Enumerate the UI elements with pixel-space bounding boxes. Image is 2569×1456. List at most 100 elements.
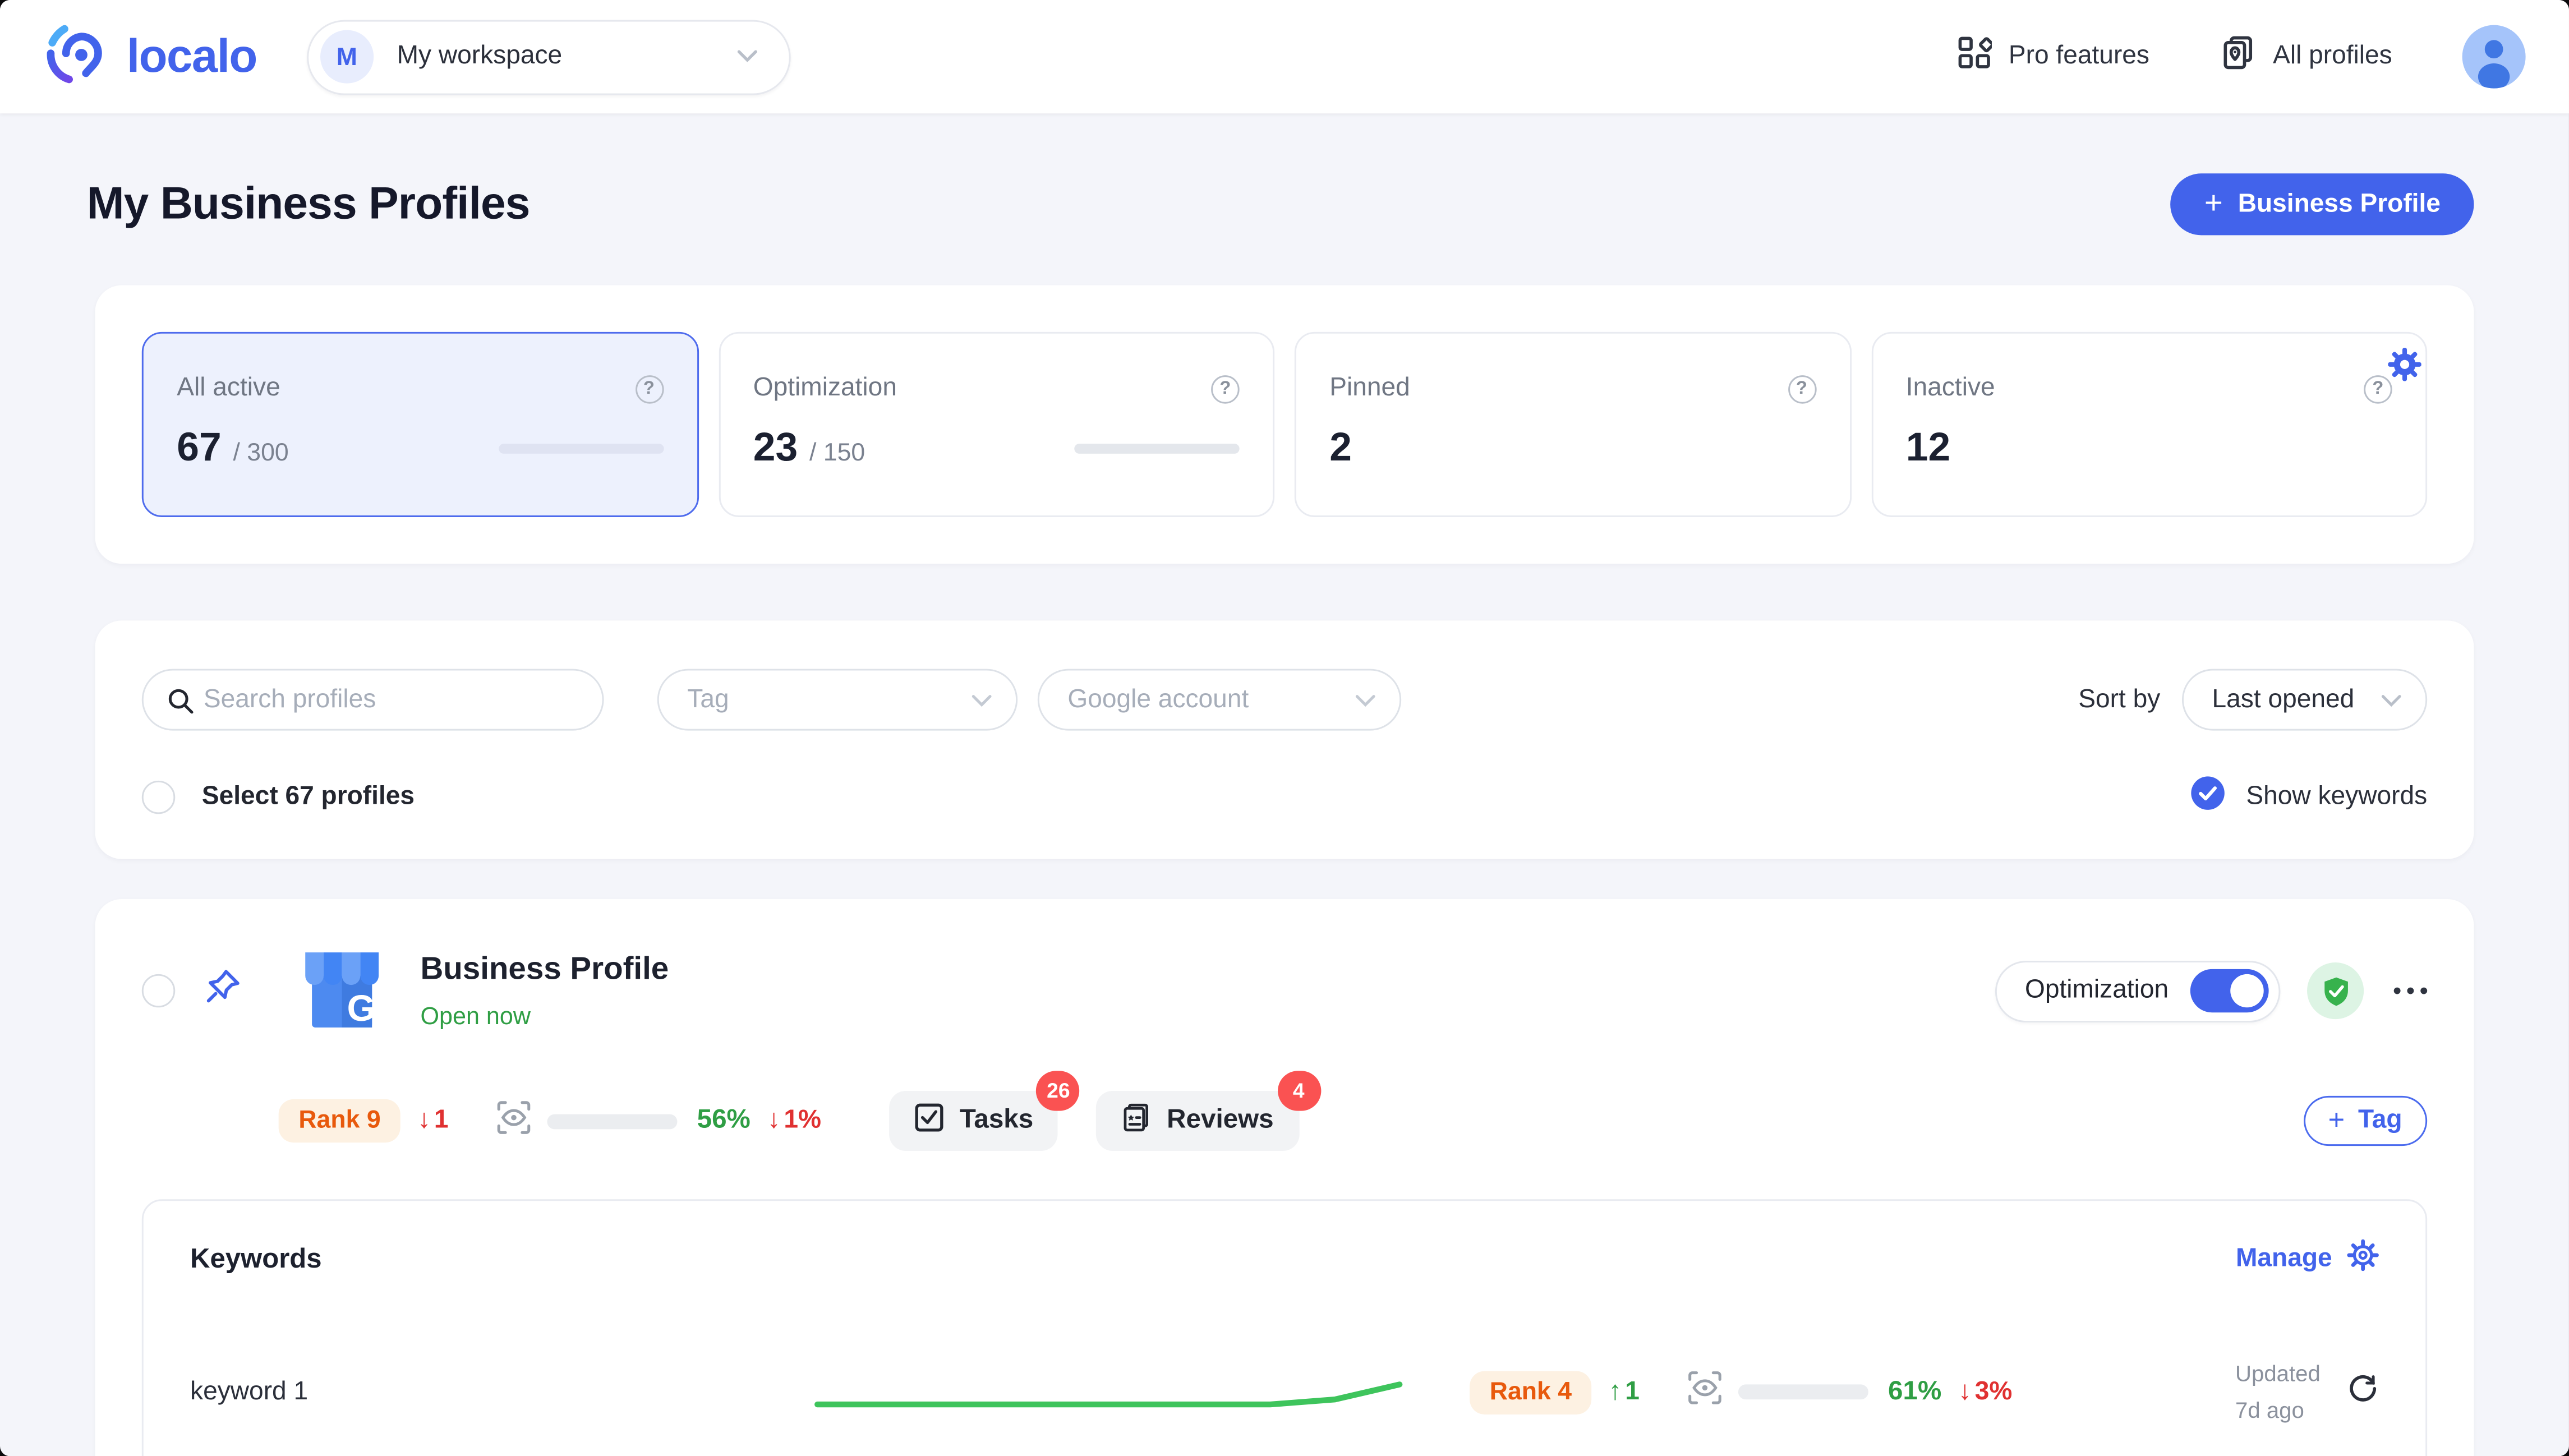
reviews-button[interactable]: Reviews 4: [1097, 1071, 1320, 1151]
keyword-sparkline: [814, 1381, 1403, 1407]
search-profiles-field: [141, 669, 604, 731]
workspace-avatar: M: [320, 30, 374, 84]
stats-settings-gear-icon[interactable]: [2387, 347, 2422, 390]
plus-icon: +: [2328, 1104, 2345, 1136]
reviews-count-badge: 4: [1277, 1071, 1320, 1111]
tasks-count-badge: 26: [1037, 1071, 1080, 1111]
help-icon[interactable]: ?: [2364, 374, 2392, 403]
reviews-label: Reviews: [1167, 1105, 1274, 1135]
optimization-toggle[interactable]: [2190, 969, 2269, 1013]
tasks-label: Tasks: [959, 1105, 1034, 1135]
keyword-name: keyword 1: [190, 1377, 309, 1406]
stat-progress-track: [498, 444, 664, 454]
stat-value: 23: [753, 425, 798, 471]
visibility-scan-icon: [1686, 1370, 1723, 1414]
keyword-visibility-track: [1738, 1384, 1868, 1400]
svg-text:G: G: [347, 988, 376, 1029]
stat-label: Optimization: [753, 374, 897, 402]
business-profile-card: G Business Profile Open now Optimization: [95, 899, 2474, 1456]
manage-keywords-button[interactable]: Manage: [2235, 1239, 2379, 1279]
help-icon[interactable]: ?: [1787, 374, 1816, 403]
visibility-scan-icon: [495, 1098, 532, 1143]
all-profiles-button[interactable]: All profiles: [2220, 34, 2392, 79]
pro-features-button[interactable]: Pro features: [1957, 35, 2149, 78]
stats-panel: All active ? 67 / 300 Optimization ? 23 …: [95, 285, 2474, 564]
stat-total: / 150: [809, 437, 865, 467]
add-business-profile-button[interactable]: + Business Profile: [2171, 173, 2474, 236]
chevron-down-icon: [1355, 685, 1376, 715]
header-nav: Pro features All profiles: [1957, 25, 2526, 89]
chevron-down-icon: [971, 685, 993, 715]
localo-logo-icon: [40, 16, 113, 98]
main-content: My Business Profiles + Business Profile …: [0, 173, 2569, 1456]
visibility-percent: 56%: [697, 1105, 751, 1135]
search-icon: [167, 687, 195, 724]
all-profiles-icon: [2220, 34, 2256, 79]
workspace-selector[interactable]: M My workspace: [306, 19, 791, 95]
toggle-knob: [2230, 974, 2264, 1008]
google-business-profile-icon: G: [297, 942, 387, 1039]
page-header: My Business Profiles + Business Profile: [87, 173, 2474, 236]
chevron-down-icon: [2381, 685, 2402, 715]
brand-name: localo: [127, 30, 257, 82]
keywords-panel: Keywords Manage: [141, 1199, 2428, 1456]
arrow-up-icon: ↑: [1608, 1377, 1622, 1406]
keyword-rank-badge: Rank 4: [1470, 1370, 1592, 1414]
keyword-visibility-percent: 61%: [1888, 1377, 1942, 1406]
select-all-checkbox[interactable]: [141, 780, 176, 814]
stat-card-all-active[interactable]: All active ? 67 / 300: [141, 331, 698, 517]
filters-panel: Tag Google account Sort by Last opened: [95, 620, 2474, 859]
refresh-icon[interactable]: [2347, 1372, 2379, 1412]
add-tag-button[interactable]: + Tag: [2303, 1095, 2428, 1146]
verified-shield-icon: [2307, 962, 2364, 1020]
plus-icon: +: [2204, 187, 2223, 222]
manage-label: Manage: [2235, 1244, 2332, 1273]
rank-change: ↓ 1: [417, 1106, 448, 1136]
more-options-button[interactable]: [2393, 987, 2428, 994]
google-account-filter-label: Google account: [1067, 684, 1249, 713]
profile-meta: Business Profile Open now: [420, 952, 669, 1030]
stat-total: / 300: [233, 437, 289, 467]
search-profiles-input[interactable]: [203, 684, 537, 715]
google-account-filter-dropdown[interactable]: Google account: [1037, 669, 1402, 731]
arrow-down-icon: ↓: [767, 1105, 781, 1135]
localo-logo[interactable]: localo: [40, 16, 257, 98]
stat-label: All active: [177, 374, 280, 402]
keywords-title: Keywords: [190, 1243, 322, 1274]
stat-card-optimization[interactable]: Optimization ? 23 / 150: [718, 331, 1275, 517]
keyword-rank-change: ↑ 1: [1609, 1377, 1640, 1407]
arrow-down-icon: ↓: [1958, 1377, 1972, 1406]
help-icon[interactable]: ?: [1211, 374, 1240, 403]
tasks-icon: [915, 1102, 945, 1140]
stat-card-pinned[interactable]: Pinned ? 2: [1294, 331, 1851, 517]
all-profiles-label: All profiles: [2273, 42, 2392, 70]
profile-open-status: Open now: [420, 1003, 531, 1030]
workspace-name: My workspace: [397, 42, 563, 70]
stat-card-inactive[interactable]: Inactive ? 12: [1871, 331, 2428, 517]
top-bar: localo M My workspace Pro features: [0, 0, 2569, 114]
show-keywords-toggle[interactable]: Show keywords: [2191, 776, 2427, 819]
stat-progress-track: [1074, 444, 1240, 454]
pin-icon[interactable]: [204, 967, 242, 1014]
optimization-toggle-label: Optimization: [2024, 975, 2169, 1005]
add-business-profile-label: Business Profile: [2237, 189, 2441, 218]
keyword-row[interactable]: keyword 1 Rank 4 ↑ 1: [190, 1356, 2379, 1428]
sort-dropdown[interactable]: Last opened: [2181, 669, 2428, 731]
select-profiles-label: Select 67 profiles: [201, 782, 415, 811]
user-avatar[interactable]: [2462, 25, 2526, 89]
chevron-down-icon: [735, 42, 759, 72]
page-title: My Business Profiles: [86, 178, 531, 229]
show-keywords-label: Show keywords: [2246, 782, 2428, 811]
help-icon[interactable]: ?: [634, 374, 664, 403]
profile-name[interactable]: Business Profile: [420, 951, 669, 987]
tag-filter-label: Tag: [687, 684, 729, 713]
keyword-updated-text: Updated 7d ago: [2235, 1361, 2321, 1422]
stat-value: 12: [1905, 425, 1951, 471]
tag-filter-dropdown[interactable]: Tag: [657, 669, 1018, 731]
pro-features-icon: [1957, 35, 1995, 78]
profile-select-checkbox[interactable]: [141, 974, 176, 1008]
sort-value: Last opened: [2212, 684, 2355, 713]
pro-features-label: Pro features: [2008, 42, 2149, 70]
tasks-button[interactable]: Tasks 26: [889, 1071, 1080, 1151]
